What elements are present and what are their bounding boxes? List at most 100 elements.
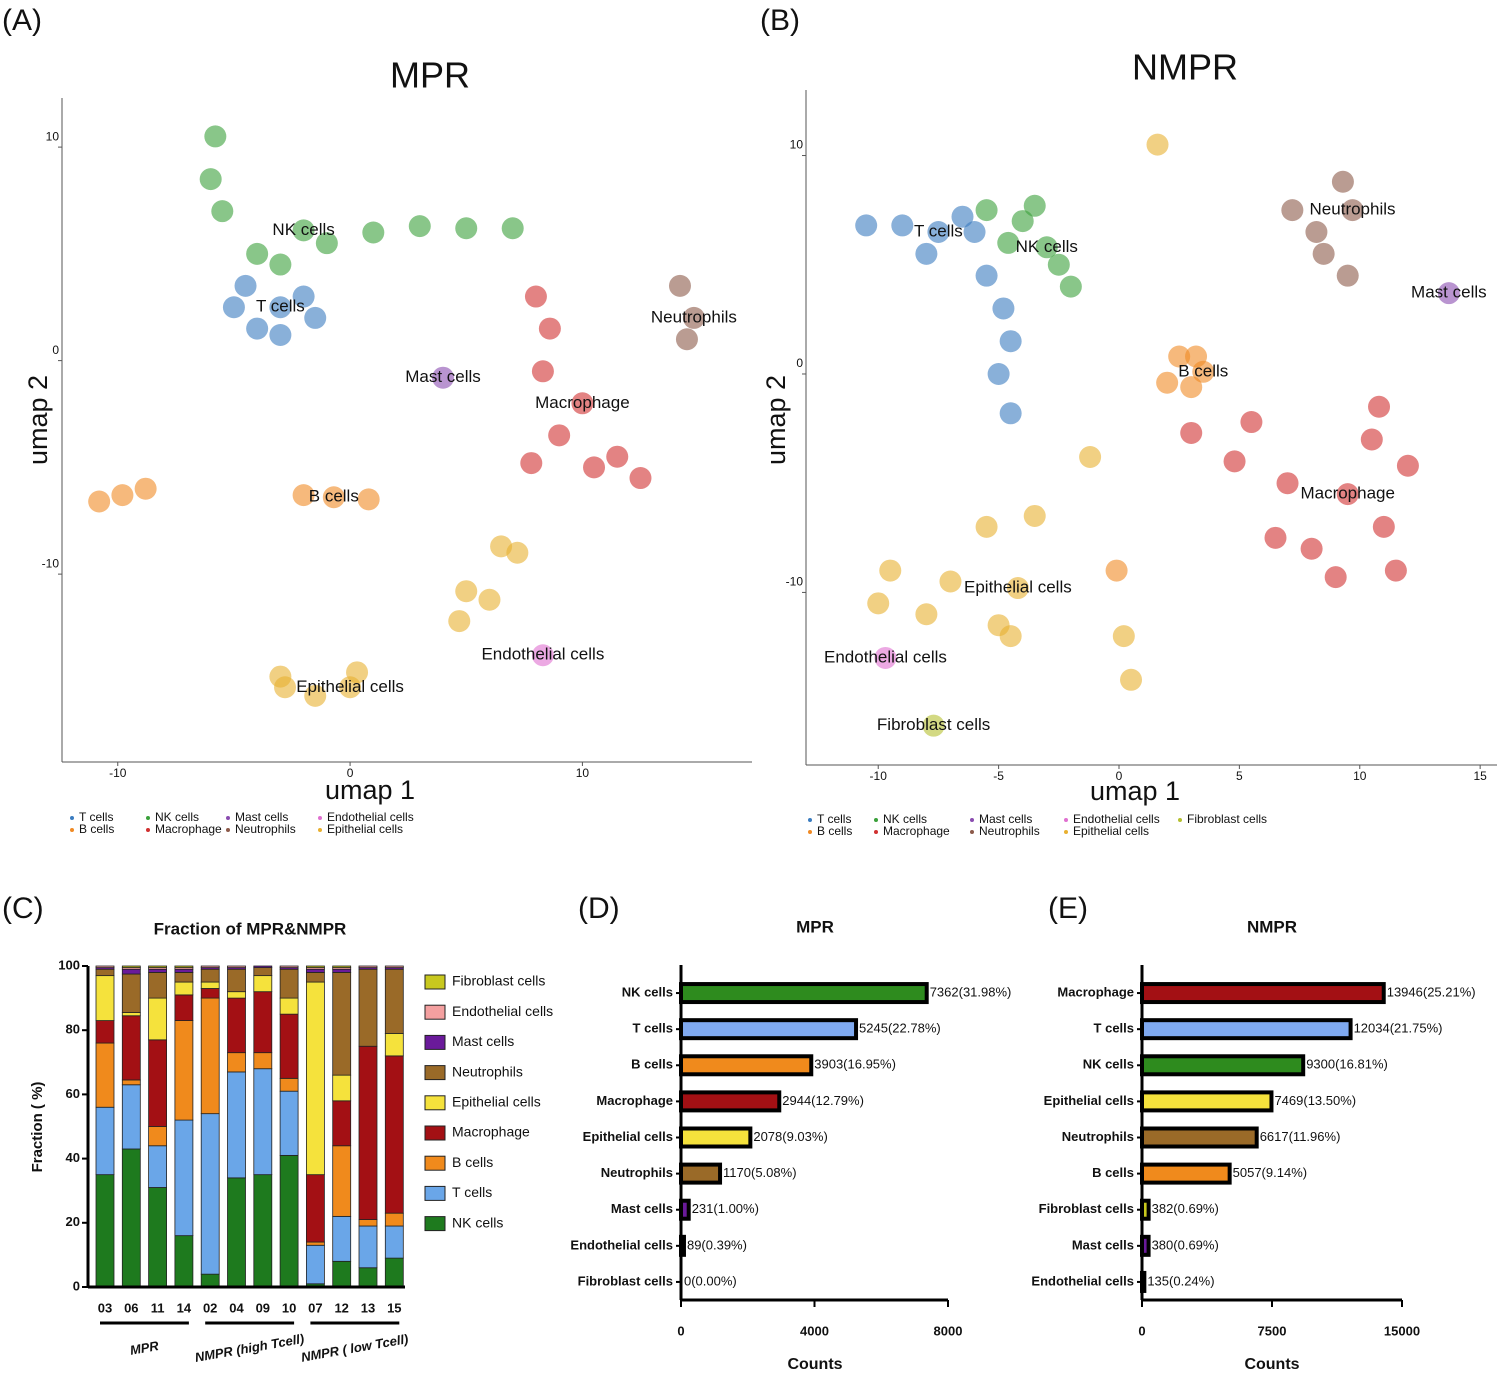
x-tick-label: 0 — [677, 1323, 684, 1338]
cell-cloud — [1240, 411, 1263, 434]
legend-label: Neutrophils — [235, 822, 296, 836]
bar-segment — [279, 1013, 299, 1079]
bar-segment — [200, 981, 220, 989]
bar-segment — [95, 975, 115, 1021]
legend-label: Fibroblast cells — [1187, 812, 1267, 826]
value-label: 89(0.39%) — [687, 1237, 747, 1252]
bar-segment — [279, 1154, 299, 1288]
category-label: Mast cells — [1072, 1237, 1134, 1252]
x-axis-label: umap 1 — [325, 775, 415, 805]
cell-cloud — [963, 220, 986, 243]
legend-label: Epithelial cells — [327, 822, 403, 836]
cell-cloud — [292, 285, 315, 308]
group-label: NMPR ( low Tcell) — [300, 1331, 410, 1365]
cell-cloud — [1011, 210, 1034, 233]
legend-label: Mast cells — [235, 810, 288, 824]
x-tick-label: 07 — [308, 1300, 322, 1315]
legend-swatch — [424, 1004, 446, 1020]
value-label: 0(0.00%) — [684, 1273, 737, 1288]
bar-segment — [174, 994, 194, 1021]
x-tick-label: 10 — [282, 1300, 296, 1315]
cluster-label: Neutrophils — [1310, 200, 1396, 219]
x-tick-label: 15 — [387, 1300, 401, 1315]
cell-cloud — [939, 570, 962, 593]
legend-swatch — [424, 1216, 446, 1232]
bar-segment — [174, 968, 194, 973]
legend-swatch — [424, 974, 446, 990]
cell-cloud — [111, 484, 134, 507]
category-label: Macrophage — [1057, 984, 1134, 999]
cell-cloud — [1281, 199, 1304, 222]
cell-cloud — [1120, 668, 1143, 691]
x-tick-label: 12 — [334, 1300, 348, 1315]
cluster-label: Endothelial cells — [824, 647, 947, 666]
x-tick-label: 4000 — [800, 1323, 829, 1338]
value-label: 7362(31.98%) — [930, 984, 1012, 999]
value-label: 135(0.24%) — [1147, 1273, 1214, 1288]
cluster-label: B cells — [1178, 361, 1228, 380]
cell-cloud — [520, 452, 543, 475]
bar-segment — [148, 972, 168, 999]
bar-segment — [279, 997, 299, 1015]
x-tick-label: -5 — [993, 769, 1004, 783]
cell-cloud — [975, 515, 998, 538]
bar-segment — [227, 997, 246, 1054]
cell-cloud — [246, 242, 269, 265]
cluster-label: Macrophage — [1300, 484, 1395, 503]
value-label: 2944(12.79%) — [782, 1093, 864, 1108]
cell-cloud — [915, 242, 938, 265]
legend-label: Endothelial cells — [1073, 812, 1160, 826]
legend-dot — [70, 828, 74, 832]
panel-letter: (A) — [2, 4, 42, 37]
cell-cloud — [1300, 537, 1323, 560]
cell-cloud — [1264, 526, 1287, 549]
bar — [679, 1090, 782, 1113]
cell-cloud — [1276, 472, 1299, 495]
legend-label: Fibroblast cells — [452, 973, 545, 989]
cell-cloud — [1023, 194, 1046, 217]
bar — [679, 1054, 814, 1077]
legend-label: NK cells — [452, 1214, 503, 1230]
cluster-label: NK cells — [272, 220, 334, 239]
cell-cloud — [927, 220, 950, 243]
cell-cloud — [1336, 483, 1359, 506]
panel-letter: (E) — [1048, 892, 1088, 925]
cell-cloud — [204, 125, 227, 148]
value-label: 9300(16.81%) — [1306, 1057, 1388, 1072]
cell-cloud — [455, 217, 478, 240]
category-label: T cells — [1094, 1021, 1134, 1036]
bar-segment — [253, 965, 273, 969]
category-label: B cells — [631, 1057, 673, 1072]
cluster-label: Macrophage — [535, 393, 630, 412]
cell-cloud — [891, 214, 914, 237]
cell-cloud — [997, 231, 1020, 254]
cell-cloud — [1079, 445, 1102, 468]
value-label: 231(1.00%) — [692, 1201, 759, 1216]
bar-segment — [148, 965, 168, 969]
cell-cloud — [1059, 275, 1082, 298]
legend-dot — [970, 818, 974, 822]
legend-label: Mast cells — [452, 1033, 514, 1049]
bar-segment — [121, 1079, 141, 1086]
category-label: NK cells — [1083, 1057, 1134, 1072]
value-label: 12034(21.75%) — [1354, 1021, 1443, 1036]
cell-cloud — [199, 168, 222, 191]
bar-segment — [200, 968, 220, 983]
bar-segment — [148, 997, 168, 1041]
y-tick-label: 20 — [66, 1214, 80, 1229]
legend-label: Macrophage — [883, 824, 950, 838]
bar-segment — [121, 1012, 141, 1017]
category-label: Fibroblast cells — [578, 1273, 673, 1288]
legend-label: NK cells — [155, 810, 199, 824]
x-tick-label: 0 — [347, 766, 354, 780]
legend-label: B cells — [452, 1154, 493, 1170]
x-tick-label: 0 — [1116, 769, 1123, 783]
bar-segment — [279, 968, 299, 999]
value-label: 7469(13.50%) — [1274, 1093, 1356, 1108]
cell-cloud — [269, 253, 292, 276]
cluster-label: T cells — [256, 297, 305, 316]
cluster-label: Epithelial cells — [964, 578, 1072, 597]
legend-label: Endothelial cells — [452, 1003, 553, 1019]
category-label: Endothelial cells — [570, 1237, 673, 1252]
bar-segment — [305, 981, 325, 1176]
